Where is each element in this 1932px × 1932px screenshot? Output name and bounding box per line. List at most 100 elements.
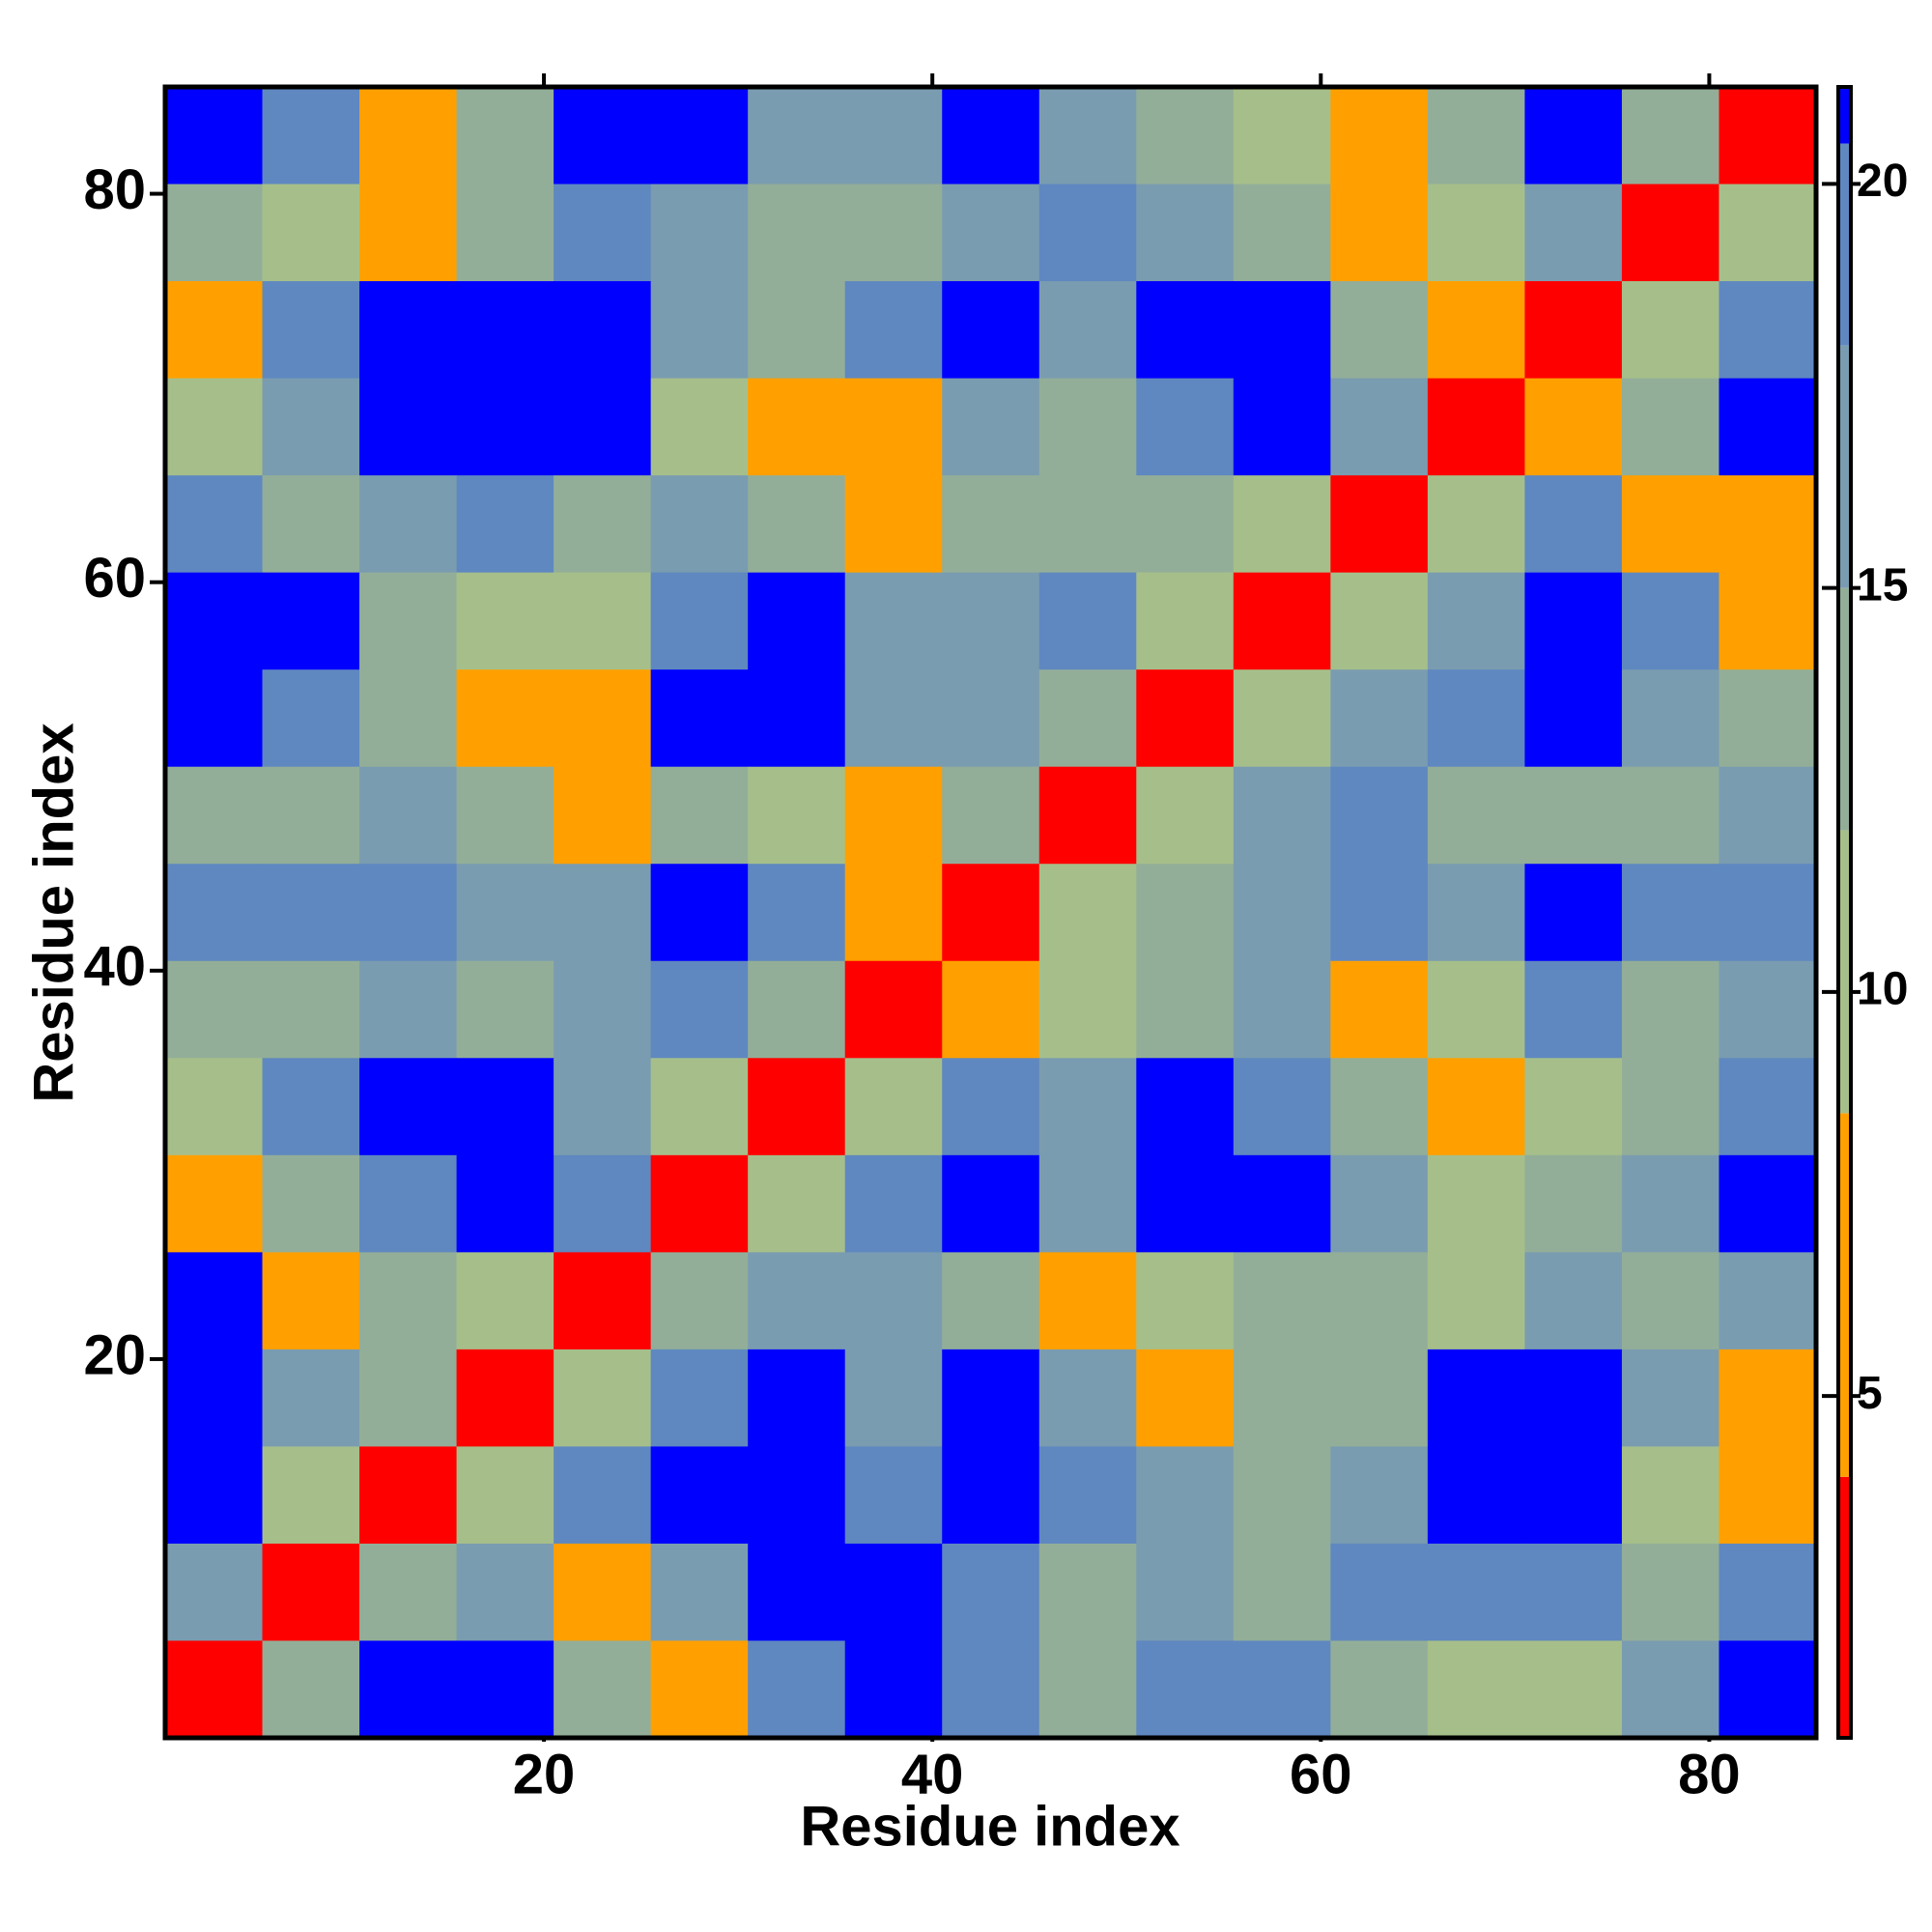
heatmap-cell	[650, 864, 749, 962]
heatmap-cells	[165, 87, 1817, 1739]
heatmap-cell	[748, 864, 846, 962]
x-tick-label: 20	[513, 1743, 576, 1805]
heatmap-cell	[942, 766, 1040, 865]
heatmap-cell	[165, 1252, 264, 1350]
heatmap-cell	[456, 87, 554, 185]
heatmap-cell	[1524, 184, 1623, 282]
heatmap-cell	[1719, 1446, 1817, 1545]
heatmap-cell	[456, 281, 554, 380]
heatmap-cell	[262, 1252, 360, 1350]
heatmap-cell	[1233, 1058, 1331, 1156]
heatmap-cell	[554, 960, 652, 1059]
heatmap-cell	[1719, 1058, 1817, 1156]
heatmap-cell	[1621, 572, 1719, 670]
heatmap-cell	[359, 1154, 458, 1253]
heatmap-cell	[942, 572, 1040, 670]
heatmap-cell	[359, 87, 458, 185]
heatmap-cell	[1524, 281, 1623, 380]
heatmap-cell	[650, 475, 749, 574]
heatmap-cell	[359, 1058, 458, 1156]
y-axis-title: Residue index	[22, 723, 85, 1102]
heatmap-cell	[1136, 1058, 1235, 1156]
heatmap-cell	[942, 960, 1040, 1059]
heatmap-cell	[1621, 87, 1719, 185]
heatmap-cell	[1427, 766, 1525, 865]
heatmap-cell	[1719, 1154, 1817, 1253]
colorbar-frame	[1836, 85, 1853, 1740]
heatmap-cell	[1524, 1640, 1623, 1739]
heatmap-cell	[1719, 766, 1817, 865]
heatmap-cell	[554, 1446, 652, 1545]
heatmap-cell	[262, 1446, 360, 1545]
heatmap-cell	[165, 378, 264, 476]
heatmap-cell	[554, 378, 652, 476]
heatmap-cell	[844, 1349, 943, 1447]
heatmap-cell	[1038, 1154, 1137, 1253]
heatmap-cell	[1621, 1543, 1719, 1641]
heatmap-cell	[262, 766, 360, 865]
heatmap-cell	[1233, 281, 1331, 380]
heatmap-cell	[1719, 1349, 1817, 1447]
heatmap-cell	[844, 572, 943, 670]
heatmap-cell	[650, 766, 749, 865]
heatmap-cell	[1524, 864, 1623, 962]
heatmap-cell	[1233, 1446, 1331, 1545]
heatmap-cell	[1719, 378, 1817, 476]
heatmap-cell	[1719, 864, 1817, 962]
heatmap-cell	[554, 766, 652, 865]
heatmap-cell	[1427, 378, 1525, 476]
heatmap-cell	[650, 669, 749, 768]
heatmap-cell	[1330, 281, 1429, 380]
heatmap-cell	[456, 1543, 554, 1641]
heatmap-cell	[748, 1252, 846, 1350]
heatmap-cell	[1038, 572, 1137, 670]
heatmap-cell	[1233, 1349, 1331, 1447]
heatmap-cell	[748, 669, 846, 768]
heatmap-cell	[1621, 1252, 1719, 1350]
heatmap-cell	[844, 281, 943, 380]
heatmap-cell	[1719, 960, 1817, 1059]
colorbar-segment	[1838, 143, 1851, 346]
heatmap-cell	[165, 475, 264, 574]
heatmap-cell	[1038, 1058, 1137, 1156]
heatmap-cell	[1330, 87, 1429, 185]
heatmap-cell	[165, 1543, 264, 1641]
heatmap-cell	[1621, 475, 1719, 574]
heatmap-cell	[262, 1349, 360, 1447]
heatmap-cell	[456, 1349, 554, 1447]
heatmap-cell	[650, 1154, 749, 1253]
heatmap-cell	[844, 378, 943, 476]
heatmap-cell	[1136, 864, 1235, 962]
heatmap-cell	[262, 1640, 360, 1739]
heatmap-cell	[748, 1154, 846, 1253]
heatmap-cell	[1233, 669, 1331, 768]
colorbar-tick-label: 20	[1857, 156, 1908, 207]
heatmap-cell	[456, 669, 554, 768]
heatmap-cell	[262, 864, 360, 962]
heatmap-cell	[1038, 766, 1137, 865]
heatmap-cell	[165, 864, 264, 962]
heatmap-cell	[1621, 766, 1719, 865]
heatmap-cell	[942, 1154, 1040, 1253]
heatmap-cell	[1330, 378, 1429, 476]
heatmap-cell	[359, 669, 458, 768]
heatmap-cell	[844, 1154, 943, 1253]
heatmap-cell	[1136, 281, 1235, 380]
heatmap-cell	[942, 1640, 1040, 1739]
heatmap-cell	[844, 669, 943, 768]
heatmap-cell	[942, 669, 1040, 768]
heatmap-cell	[1038, 1640, 1137, 1739]
heatmap-cell	[942, 1349, 1040, 1447]
heatmap-cell	[1524, 1446, 1623, 1545]
heatmap-cell	[359, 378, 458, 476]
plot-frame	[162, 84, 1819, 1741]
heatmap-cell	[650, 1349, 749, 1447]
heatmap-cell	[1233, 960, 1331, 1059]
heatmap-cell	[1427, 960, 1525, 1059]
heatmap-cell	[1621, 1154, 1719, 1253]
heatmap-cell	[554, 184, 652, 282]
heatmap-cell	[942, 281, 1040, 380]
heatmap-cell	[1038, 87, 1137, 185]
heatmap-cell	[1233, 1543, 1331, 1641]
heatmap-cell	[1330, 1640, 1429, 1739]
